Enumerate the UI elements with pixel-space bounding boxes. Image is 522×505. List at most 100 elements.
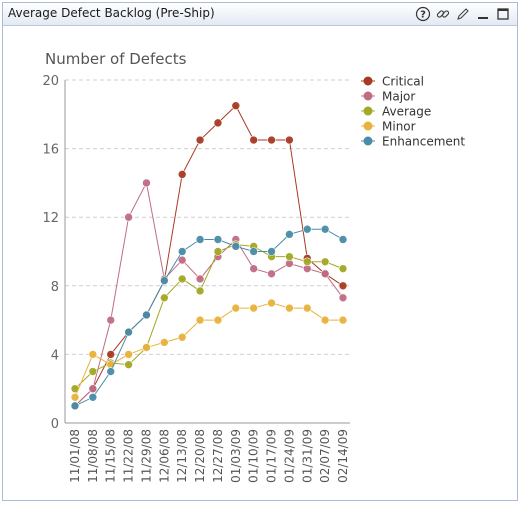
legend-swatch-marker xyxy=(363,136,373,146)
x-tick-label: 01/03/09 xyxy=(229,429,243,483)
data-point-minor[interactable] xyxy=(177,332,187,342)
data-point-average[interactable] xyxy=(124,360,133,369)
data-point-minor[interactable] xyxy=(142,343,151,352)
data-point-enhancement[interactable] xyxy=(231,242,241,251)
data-point-critical[interactable] xyxy=(285,135,294,145)
legend-label-average[interactable]: Average xyxy=(382,105,431,119)
data-point-critical[interactable] xyxy=(249,135,258,145)
series-line-critical xyxy=(74,104,344,407)
legend-label-enhancement[interactable]: Enhancement xyxy=(382,135,465,149)
data-point-enhancement[interactable] xyxy=(267,247,276,256)
x-tick-label: 11/15/08 xyxy=(104,429,118,483)
data-point-major[interactable] xyxy=(106,315,116,325)
data-point-average[interactable] xyxy=(285,252,294,261)
window-titlebar: Average Defect Backlog (Pre-Ship) ? xyxy=(3,3,517,26)
data-point-enhancement[interactable] xyxy=(213,235,223,244)
data-point-enhancement[interactable] xyxy=(285,230,294,239)
data-point-average[interactable] xyxy=(160,293,169,303)
data-point-minor[interactable] xyxy=(249,303,258,313)
data-point-enhancement[interactable] xyxy=(88,392,98,402)
data-point-major[interactable] xyxy=(124,212,133,222)
x-tick-label: 11/01/08 xyxy=(68,429,82,483)
y-tick-label: 16 xyxy=(42,143,59,158)
data-point-major[interactable] xyxy=(177,255,187,265)
data-point-minor[interactable] xyxy=(338,315,348,325)
data-point-major[interactable] xyxy=(320,269,330,279)
data-point-major[interactable] xyxy=(338,293,348,303)
legend-label-critical[interactable]: Critical xyxy=(382,75,424,89)
data-point-major[interactable] xyxy=(88,384,98,394)
data-point-enhancement[interactable] xyxy=(124,327,133,337)
data-point-enhancement[interactable] xyxy=(338,235,348,244)
data-point-enhancement[interactable] xyxy=(142,310,151,320)
legend-swatch-marker xyxy=(363,91,373,101)
data-point-major[interactable] xyxy=(249,264,258,273)
data-point-critical[interactable] xyxy=(177,170,187,179)
titlebar-icons: ? xyxy=(415,6,511,22)
edit-icon[interactable] xyxy=(455,6,471,22)
data-point-minor[interactable] xyxy=(195,315,205,325)
data-point-critical[interactable] xyxy=(338,281,348,291)
chart-title: Number of Defects xyxy=(45,50,187,68)
data-point-enhancement[interactable] xyxy=(195,235,205,244)
data-point-average[interactable] xyxy=(177,274,187,284)
y-tick-label: 4 xyxy=(51,348,59,363)
data-point-critical[interactable] xyxy=(106,350,116,359)
data-point-major[interactable] xyxy=(267,269,276,279)
legend-label-minor[interactable]: Minor xyxy=(382,120,416,134)
data-point-minor[interactable] xyxy=(88,350,98,359)
data-point-minor[interactable] xyxy=(160,338,169,347)
data-point-enhancement[interactable] xyxy=(177,247,187,256)
data-point-minor[interactable] xyxy=(302,303,312,313)
x-tick-label: 01/31/09 xyxy=(300,429,314,483)
data-point-critical[interactable] xyxy=(267,135,276,145)
legend-swatch-marker xyxy=(363,121,373,131)
data-point-average[interactable] xyxy=(338,264,348,273)
data-point-average[interactable] xyxy=(213,247,223,256)
data-point-average[interactable] xyxy=(195,286,205,296)
y-tick-label: 0 xyxy=(51,417,59,432)
y-tick-label: 8 xyxy=(51,280,59,295)
data-point-critical[interactable] xyxy=(195,135,205,145)
data-point-enhancement[interactable] xyxy=(302,224,312,234)
link-icon[interactable] xyxy=(435,6,451,22)
data-point-minor[interactable] xyxy=(285,303,294,313)
maximize-icon[interactable] xyxy=(495,6,511,22)
data-point-average[interactable] xyxy=(320,257,330,267)
data-point-minor[interactable] xyxy=(70,392,80,402)
data-point-major[interactable] xyxy=(195,274,205,284)
series-line-major xyxy=(74,181,344,407)
data-point-minor[interactable] xyxy=(231,303,241,313)
x-tick-label: 12/13/08 xyxy=(175,429,189,483)
chart-area: Number of Defects 0 4 8 12 16 20 11/01/08 11/08… xyxy=(3,26,517,500)
x-tick-label: 12/20/08 xyxy=(193,429,207,483)
data-point-enhancement[interactable] xyxy=(249,247,258,256)
minimize-icon[interactable] xyxy=(475,6,491,22)
data-point-minor[interactable] xyxy=(320,315,330,325)
series-line-minor xyxy=(74,302,343,398)
data-point-enhancement[interactable] xyxy=(320,224,330,234)
series-line-average xyxy=(74,244,344,390)
data-point-enhancement[interactable] xyxy=(70,401,80,411)
data-point-critical[interactable] xyxy=(231,101,241,111)
x-tick-label: 01/10/09 xyxy=(247,429,261,483)
x-tick-label: 11/22/08 xyxy=(122,429,136,483)
data-point-critical[interactable] xyxy=(213,118,223,128)
data-point-major[interactable] xyxy=(142,178,151,188)
chart-window: Average Defect Backlog (Pre-Ship) ? Numb… xyxy=(2,2,518,501)
data-point-minor[interactable] xyxy=(124,350,133,359)
series-line-enhancement xyxy=(74,228,344,407)
window-title: Average Defect Backlog (Pre-Ship) xyxy=(8,6,215,20)
data-point-minor[interactable] xyxy=(213,315,223,325)
data-point-enhancement[interactable] xyxy=(160,276,169,285)
data-point-average[interactable] xyxy=(88,367,98,376)
line-chart: Number of Defects 0 4 8 12 16 20 11/01/08 11/08… xyxy=(42,50,465,483)
data-point-enhancement[interactable] xyxy=(106,367,116,376)
x-tick-label: 02/07/09 xyxy=(318,429,332,483)
data-point-minor[interactable] xyxy=(267,298,276,308)
x-tick-label: 12/06/08 xyxy=(157,429,171,483)
help-icon[interactable]: ? xyxy=(415,6,431,22)
x-tick-label: 11/08/08 xyxy=(86,429,100,483)
legend-label-major[interactable]: Major xyxy=(382,90,415,104)
data-point-average[interactable] xyxy=(302,257,312,267)
